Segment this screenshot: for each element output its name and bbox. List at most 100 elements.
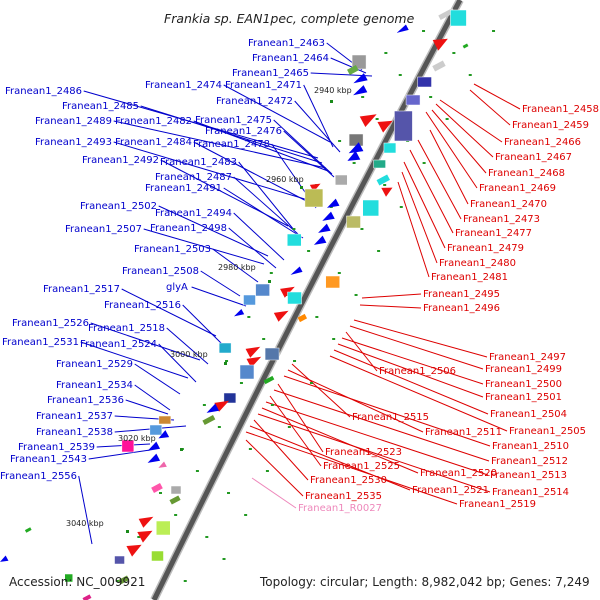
gene-feature-block[interactable] xyxy=(287,291,302,305)
gene-arrow-forward[interactable] xyxy=(126,539,144,557)
right-gene-label[interactable]: Franean1_2479 xyxy=(447,243,524,254)
gene-feature-block[interactable] xyxy=(417,76,432,88)
gene-arrow-reverse[interactable] xyxy=(345,150,361,165)
gene-arrow-reverse[interactable] xyxy=(312,235,327,249)
left-gene-label[interactable]: Franean1_2517 xyxy=(43,284,120,295)
left-gene-label[interactable]: Franean1_2534 xyxy=(56,380,133,391)
right-gene-label[interactable]: Franean1_2530 xyxy=(310,475,387,486)
gene-arrow-reverse[interactable] xyxy=(157,430,170,442)
gene-arrow-reverse[interactable] xyxy=(0,555,9,564)
gene-feature-block[interactable] xyxy=(362,199,379,217)
gene-feature-block[interactable] xyxy=(239,364,255,380)
gene-arrow-forward[interactable] xyxy=(359,109,380,128)
right-gene-label[interactable]: Franean1_2520 xyxy=(420,468,497,479)
gene-feature-block[interactable] xyxy=(170,485,182,495)
gene-feature-bar[interactable] xyxy=(263,375,275,385)
left-gene-label[interactable]: Franean1_2465 xyxy=(232,68,309,79)
left-gene-label[interactable]: Franean1_2526 xyxy=(12,318,89,329)
right-gene-label[interactable]: Franean1_2496 xyxy=(423,303,500,314)
gene-arrow-reverse[interactable] xyxy=(146,453,161,467)
left-gene-label[interactable]: Franean1_2516 xyxy=(104,300,181,311)
gene-feature-bar[interactable] xyxy=(118,575,130,585)
right-gene-label[interactable]: Franean1_2504 xyxy=(490,409,567,420)
gene-feature-block[interactable] xyxy=(286,233,302,247)
right-gene-label[interactable]: Franean1_2481 xyxy=(431,272,508,283)
gene-feature-block[interactable] xyxy=(325,275,340,289)
gene-feature-bar[interactable] xyxy=(297,313,308,323)
left-gene-label[interactable]: Franean1_2483 xyxy=(160,157,237,168)
left-gene-label[interactable]: Franean1_2484 xyxy=(115,137,192,148)
gene-arrow-reverse[interactable] xyxy=(205,403,220,417)
left-gene-label[interactable]: Franean1_2537 xyxy=(36,411,113,422)
right-gene-label[interactable]: Franean1_2469 xyxy=(479,183,556,194)
left-gene-label[interactable]: Franean1_2518 xyxy=(88,323,165,334)
gene-arrow-reverse[interactable] xyxy=(233,309,245,319)
gene-arrow-reverse[interactable] xyxy=(320,211,335,225)
gene-feature-bar[interactable] xyxy=(462,43,469,49)
left-gene-label[interactable]: Franean1_2475 xyxy=(195,115,272,126)
right-gene-label[interactable]: Franean1_2513 xyxy=(490,470,567,481)
gene-arrow-reverse[interactable] xyxy=(351,85,368,99)
gene-arrow-reverse[interactable] xyxy=(325,198,340,212)
right-gene-label[interactable]: Franean1_2466 xyxy=(504,137,581,148)
right-gene-label[interactable]: Franean1_2535 xyxy=(305,491,382,502)
right-gene-label[interactable]: Franean1_2512 xyxy=(491,456,568,467)
left-gene-label[interactable]: Franean1_2539 xyxy=(18,442,95,453)
gene-feature-block[interactable] xyxy=(149,424,163,436)
right-gene-label[interactable]: Franean1_2459 xyxy=(512,120,589,131)
left-gene-label[interactable]: Franean1_2487 xyxy=(155,172,232,183)
left-gene-label[interactable]: Franean1_2474 xyxy=(145,80,222,91)
gene-feature-block[interactable] xyxy=(155,520,171,536)
gene-feature-block[interactable] xyxy=(335,174,348,186)
gene-feature-block[interactable] xyxy=(243,294,256,306)
gene-arrow-forward[interactable] xyxy=(245,342,263,358)
gene-arrow-reverse[interactable] xyxy=(346,142,364,157)
gene-feature-block[interactable] xyxy=(255,283,270,297)
right-gene-label[interactable]: Franean1_2473 xyxy=(463,214,540,225)
right-gene-label[interactable]: Franean1_2519 xyxy=(459,499,536,510)
left-gene-label[interactable]: Franean1_2503 xyxy=(134,244,211,255)
right-gene-label[interactable]: Franean1_2515 xyxy=(352,412,429,423)
gene-feature-block[interactable] xyxy=(121,439,135,453)
gene-arrow-reverse[interactable] xyxy=(395,24,409,36)
right-gene-label[interactable]: Franean1_2467 xyxy=(495,152,572,163)
left-gene-label[interactable]: Franean1_2524 xyxy=(80,339,157,350)
left-gene-label[interactable]: Franean1_2494 xyxy=(155,208,232,219)
right-gene-label[interactable]: Franean1_2521 xyxy=(412,485,489,496)
right-gene-label[interactable]: Franean1_2525 xyxy=(323,461,400,472)
left-gene-label[interactable]: Franean1_2507 xyxy=(65,224,142,235)
gene-feature-block[interactable] xyxy=(383,142,397,154)
gene-feature-block[interactable] xyxy=(223,392,237,404)
gene-arrow-reverse[interactable] xyxy=(289,266,303,278)
gene-arrow-reverse[interactable] xyxy=(157,461,167,470)
right-gene-label[interactable]: Franean1_2501 xyxy=(485,392,562,403)
right-gene-label[interactable]: Franean1_2477 xyxy=(455,228,532,239)
gene-feature-block[interactable] xyxy=(264,347,280,361)
gene-feature-block[interactable] xyxy=(450,9,467,27)
left-gene-label[interactable]: Franean1_2493 xyxy=(35,137,112,148)
gene-feature-bar[interactable] xyxy=(82,594,92,600)
gene-arrow-reverse[interactable] xyxy=(316,223,331,237)
left-gene-label[interactable]: Franean1_2485 xyxy=(62,101,139,112)
rna-gene-label[interactable]: Franean1_R0027 xyxy=(298,503,382,514)
left-gene-label[interactable]: Franean1_2471 xyxy=(225,80,302,91)
left-gene-label[interactable]: Franean1_2492 xyxy=(82,155,159,166)
gene-feature-block[interactable] xyxy=(348,133,364,147)
right-gene-label[interactable]: Franean1_2495 xyxy=(423,289,500,300)
gene-feature-bar[interactable] xyxy=(151,483,163,493)
gene-feature-bar[interactable] xyxy=(432,60,446,72)
left-gene-label[interactable]: Franean1_2463 xyxy=(248,38,325,49)
gene-feature-bar[interactable] xyxy=(347,65,359,75)
left-gene-label[interactable]: glyA xyxy=(166,282,188,293)
right-gene-label[interactable]: Franean1_2514 xyxy=(492,487,569,498)
left-gene-label[interactable]: Franean1_2464 xyxy=(252,53,329,64)
gene-arrow-reverse[interactable] xyxy=(352,73,368,87)
left-gene-label[interactable]: Franean1_2491 xyxy=(145,183,222,194)
gene-arrow-forward[interactable] xyxy=(377,115,395,133)
gene-feature-bar[interactable] xyxy=(169,495,181,505)
gene-arrow-forward[interactable] xyxy=(137,525,155,543)
right-gene-label[interactable]: Franean1_2511 xyxy=(425,427,502,438)
left-gene-label[interactable]: Franean1_2476 xyxy=(205,126,282,137)
right-gene-label[interactable]: Franean1_2468 xyxy=(488,168,565,179)
left-gene-label[interactable]: Franean1_2538 xyxy=(36,427,113,438)
